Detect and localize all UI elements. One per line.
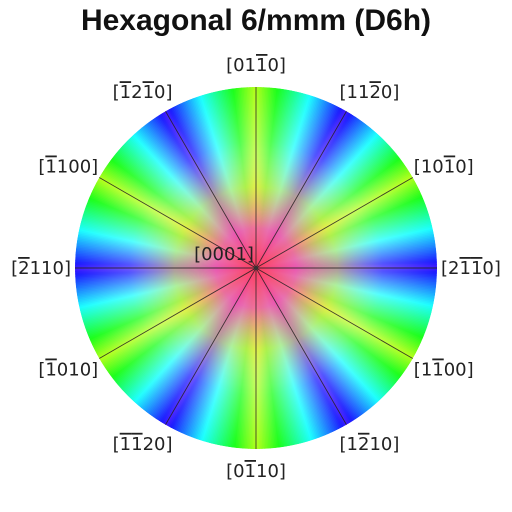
direction-label: [2110] [11, 258, 71, 279]
direction-label: [1120] [340, 82, 400, 103]
direction-label: [1210] [113, 82, 173, 103]
index-text: 010] [57, 360, 98, 381]
barred-index: 1 [459, 258, 470, 279]
index-text: [1 [340, 434, 358, 455]
index-text: 10] [256, 461, 286, 482]
barred-index: 2 [358, 434, 369, 455]
index-text: [1 [414, 360, 432, 381]
barred-index: 1 [120, 82, 131, 103]
direction-label: [1210] [340, 434, 400, 455]
barred-index: 1 [143, 82, 154, 103]
index-text: 0] [154, 82, 172, 103]
index-text: 0] [455, 157, 473, 178]
index-text: 110] [30, 258, 71, 279]
barred-index: 1 [245, 461, 256, 482]
direction-label: [0110] [226, 461, 286, 482]
barred-index: 1 [45, 360, 56, 381]
direction-label: [2110] [441, 258, 501, 279]
index-text: [0 [226, 55, 244, 76]
barred-index: 1 [432, 360, 443, 381]
index-text: [ [113, 434, 120, 455]
index-text: 1 [245, 55, 256, 76]
index-text: [ [113, 82, 120, 103]
index-text: [10 [414, 157, 444, 178]
barred-index: 2 [18, 258, 29, 279]
direction-label: [0110] [226, 55, 286, 76]
center-dot [254, 266, 258, 270]
barred-index: 1 [120, 434, 131, 455]
direction-label: [1010] [38, 360, 98, 381]
index-text: 0] [482, 258, 500, 279]
barred-index: 1 [256, 55, 267, 76]
index-text: 20] [143, 434, 173, 455]
index-text: [0 [226, 461, 244, 482]
index-text: 10] [369, 434, 399, 455]
direction-label: [1010] [414, 157, 474, 178]
index-text: 2 [131, 82, 142, 103]
barred-index: 1 [444, 157, 455, 178]
direction-labels: [0110][1120][1010][2110][1100][1210][011… [11, 55, 501, 482]
center-direction-label: [0001] [194, 244, 254, 265]
index-text: [ [38, 157, 45, 178]
index-text: [ [11, 258, 18, 279]
direction-label: [1120] [113, 434, 173, 455]
index-text: [2 [441, 258, 459, 279]
figure-title: Hexagonal 6/mmm (D6h) [80, 4, 432, 37]
direction-label: [1100] [38, 157, 98, 178]
index-text: 100] [57, 157, 98, 178]
index-text: 00] [444, 360, 474, 381]
barred-index: 2 [369, 82, 380, 103]
barred-index: 1 [45, 157, 56, 178]
index-text: 0] [381, 82, 399, 103]
direction-label: [1100] [414, 360, 474, 381]
index-text: [11 [340, 82, 370, 103]
index-text: [ [38, 360, 45, 381]
index-text: 0] [267, 55, 285, 76]
barred-index: 1 [131, 434, 142, 455]
barred-index: 1 [471, 258, 482, 279]
